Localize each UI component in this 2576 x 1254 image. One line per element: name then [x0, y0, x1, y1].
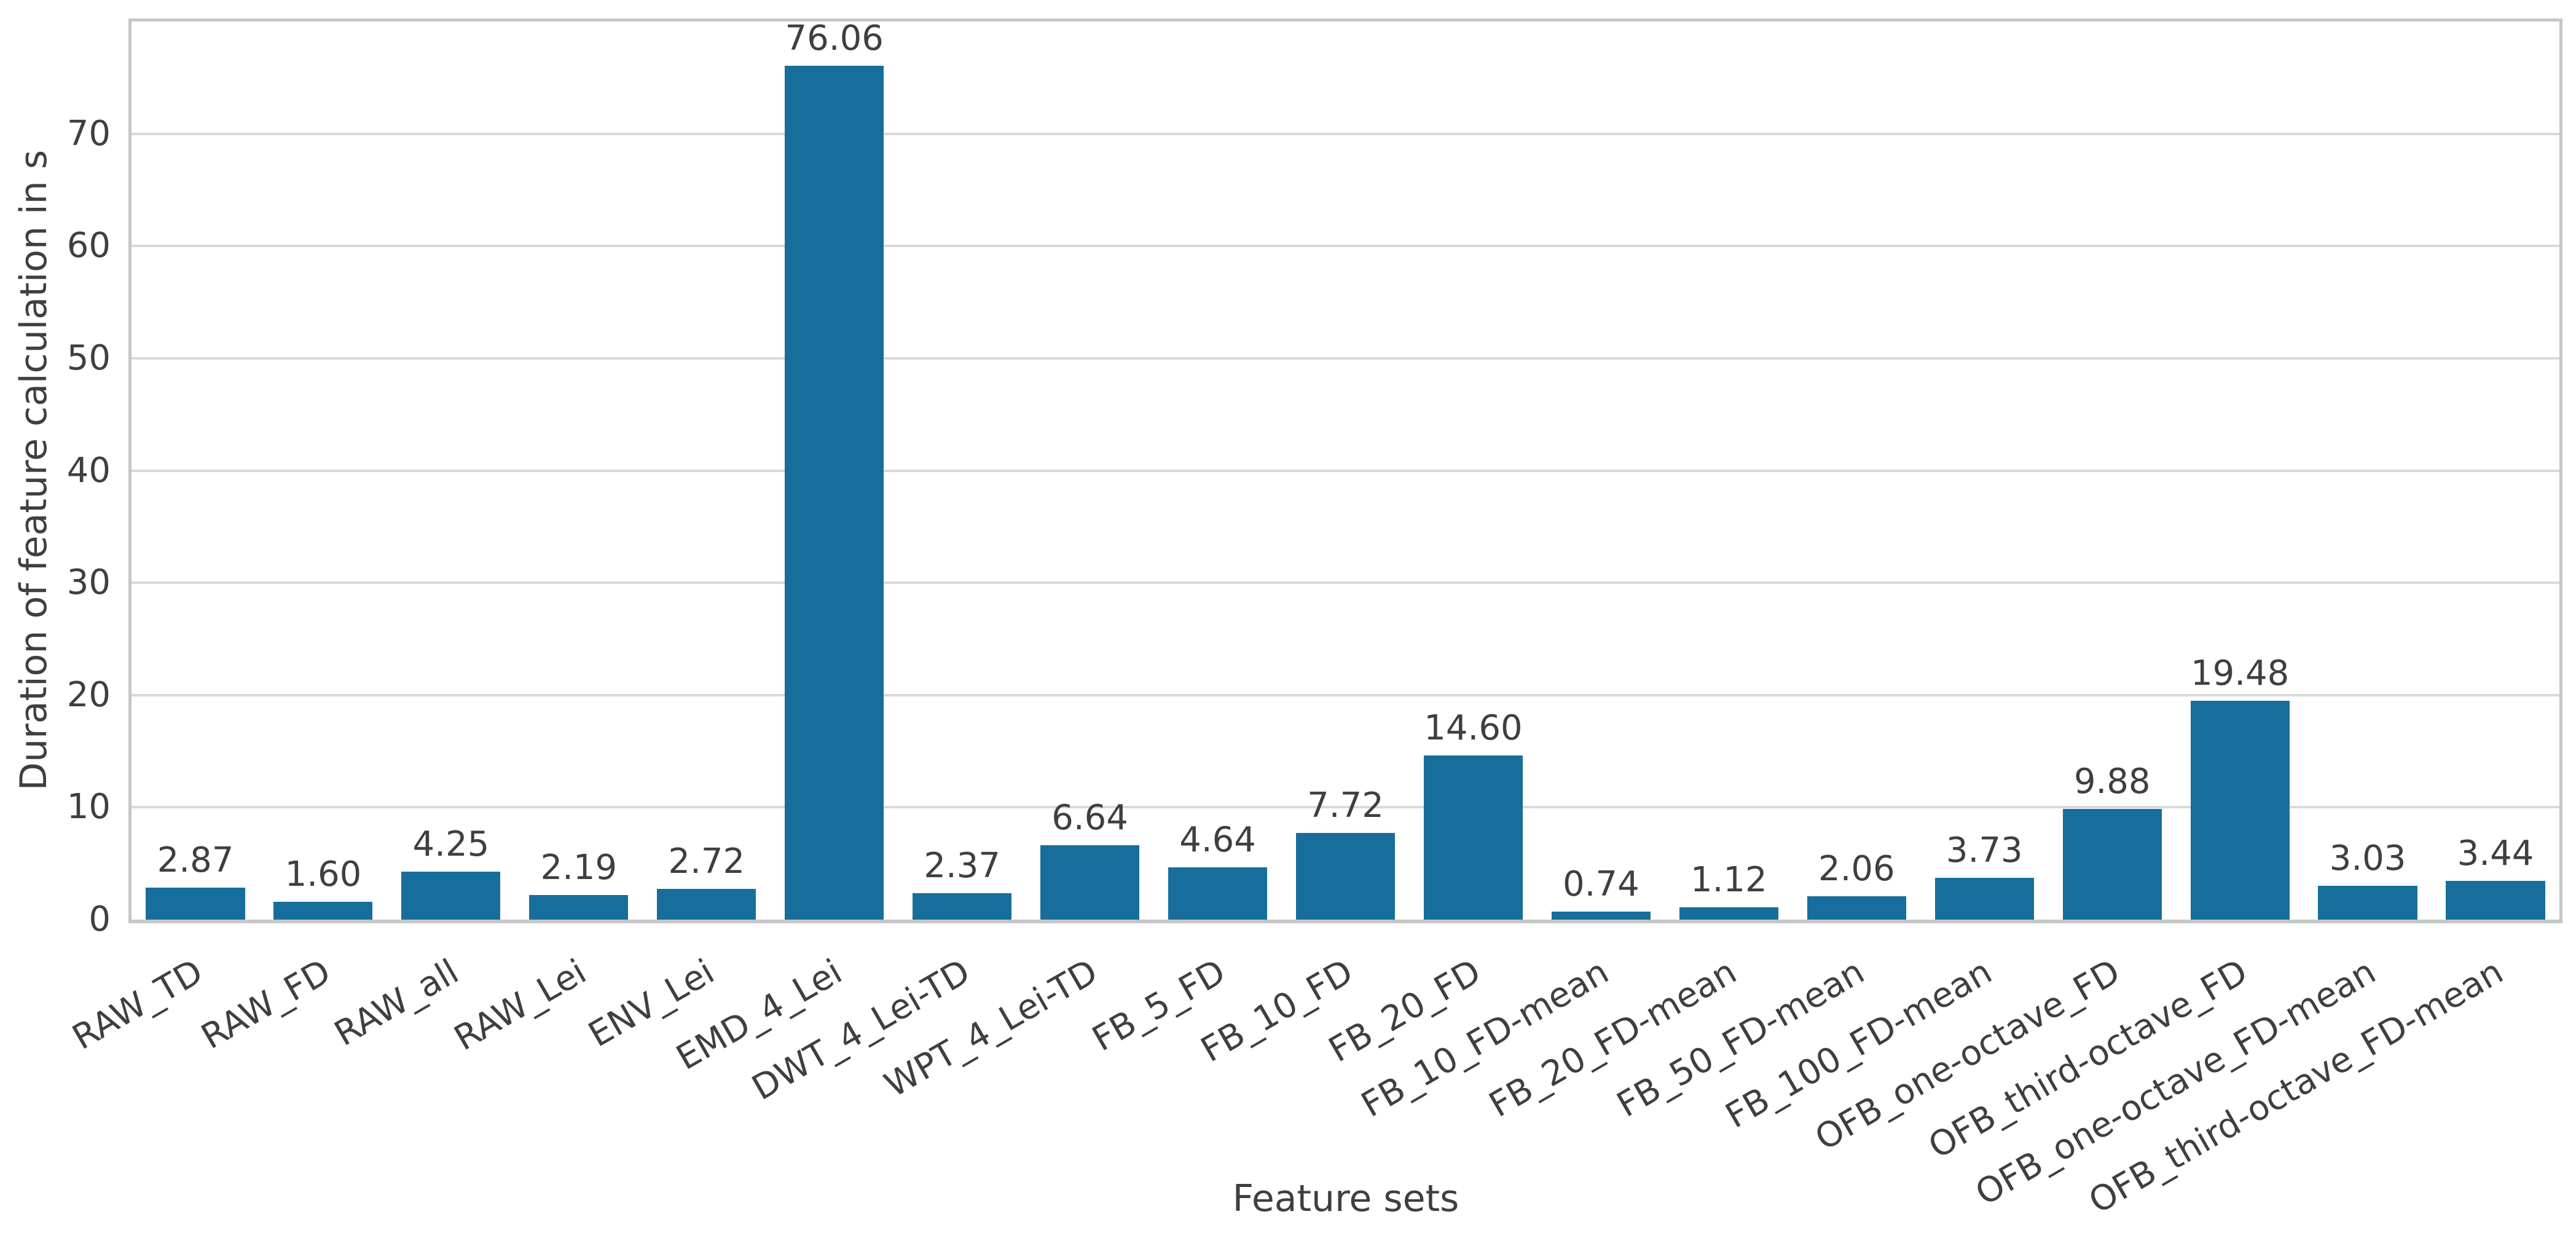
y-tick-label: 0 [88, 899, 111, 939]
bar-value-label: 2.37 [924, 845, 1000, 886]
bar-FB_10_FD [1295, 833, 1396, 920]
x-tick-label: RAW_TD [66, 952, 210, 1058]
y-axis-title: Duration of feature calculation in s [12, 149, 55, 791]
plot-area: 2.87 1.60 4.25 2.19 2.72 76.06 2.37 6.64 4.64 7.7… [128, 18, 2562, 923]
bar-value-label: 19.48 [2190, 653, 2290, 694]
bar-value-label: 4.64 [1179, 820, 1256, 861]
bar-FB_20_FD [1423, 755, 1523, 920]
gridline-y-50 [132, 357, 2559, 360]
left-spine [128, 18, 132, 923]
bar-value-label: 1.60 [285, 854, 362, 894]
bar-value-label: 2.87 [157, 840, 234, 880]
top-spine [128, 18, 2562, 22]
bar-EMD_4_Lei [785, 65, 884, 920]
bar-value-label: 0.74 [1563, 864, 1639, 904]
bar-OFB_third-octave_FD-mean [2446, 881, 2545, 920]
bar-value-label: 9.88 [2073, 761, 2151, 802]
bar-value-label: 76.06 [785, 18, 884, 58]
bar-value-label: 2.72 [668, 842, 745, 882]
y-tick-label: 10 [66, 787, 111, 827]
x-tick-label: RAW_FD [195, 952, 338, 1057]
bar-value-label: 3.44 [2457, 834, 2534, 874]
bar-RAW_all [401, 872, 501, 920]
bar-value-label: 7.72 [1307, 786, 1384, 826]
bar-value-label: 3.03 [2329, 838, 2406, 878]
bar-FB_5_FD [1168, 867, 1268, 920]
y-tick-label: 40 [66, 450, 111, 491]
x-tick-label: DWT_4_Lei-TD [745, 952, 977, 1109]
y-tick-label: 70 [66, 113, 111, 154]
bar-value-label: 6.64 [1051, 797, 1128, 838]
bar-WPT_4_Lei-TD [1040, 845, 1140, 920]
bar-value-label: 14.60 [1424, 708, 1523, 749]
bar-ENV_Lei [657, 889, 756, 920]
bar-FB_100_FD-mean [1934, 877, 2034, 920]
x-axis-title: Feature sets [1232, 1177, 1459, 1220]
bar-value-label: 1.12 [1690, 859, 1767, 900]
right-spine [2559, 18, 2562, 923]
x-tick-label: WPT_4_Lei-TD [878, 952, 1105, 1106]
gridline-y-10 [132, 806, 2559, 809]
gridline-y-20 [132, 693, 2559, 696]
bar-RAW_Lei [529, 895, 629, 920]
bar-value-label: 2.19 [540, 848, 618, 888]
gridline-y-40 [132, 469, 2559, 472]
bar-OFB_one-octave_FD-mean [2318, 885, 2417, 920]
bar-FB_20_FD-mean [1679, 907, 1778, 920]
bar-OFB_third-octave_FD [2190, 701, 2290, 920]
x-tick-label: RAW_Lei [447, 952, 594, 1059]
bar-FB_10_FD-mean [1551, 911, 1651, 920]
bar-RAW_TD [146, 887, 245, 920]
gridline-y-70 [132, 132, 2559, 135]
bar-DWT_4_Lei-TD [913, 893, 1012, 920]
bar-OFB_one-octave_FD [2062, 808, 2162, 920]
y-tick-label: 30 [66, 562, 111, 603]
gridline-y-60 [132, 245, 2559, 248]
x-tick-label: RAW_all [328, 952, 466, 1054]
y-tick-label: 60 [66, 226, 111, 266]
bar-value-label: 4.25 [412, 824, 490, 865]
bottom-spine [128, 920, 2562, 923]
bar-value-label: 2.06 [1818, 849, 1895, 889]
bar-value-label: 3.73 [1946, 830, 2023, 870]
bar-RAW_FD [273, 901, 373, 920]
y-tick-label: 20 [66, 674, 111, 715]
bar-FB_50_FD-mean [1807, 896, 1906, 920]
gridline-y-30 [132, 582, 2559, 585]
y-tick-label: 50 [66, 337, 111, 378]
